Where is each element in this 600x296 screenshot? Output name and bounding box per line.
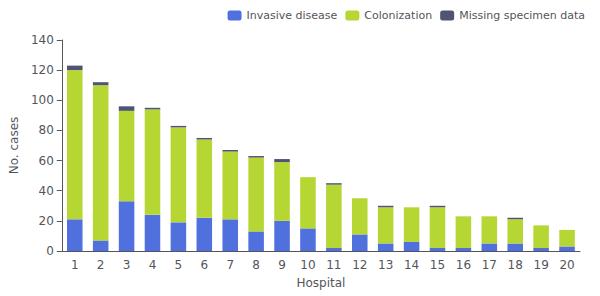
svg-text:9: 9 xyxy=(278,258,286,272)
svg-text:20: 20 xyxy=(39,214,54,228)
svg-text:15: 15 xyxy=(430,258,445,272)
svg-text:16: 16 xyxy=(456,258,471,272)
svg-text:0: 0 xyxy=(46,244,54,258)
svg-text:17: 17 xyxy=(482,258,497,272)
svg-text:11: 11 xyxy=(326,258,341,272)
svg-text:10: 10 xyxy=(300,258,315,272)
svg-text:140: 140 xyxy=(31,33,54,47)
svg-text:6: 6 xyxy=(200,258,208,272)
svg-text:Colonization: Colonization xyxy=(364,9,432,22)
svg-text:5: 5 xyxy=(175,258,183,272)
svg-text:120: 120 xyxy=(31,63,54,77)
svg-text:No. cases: No. cases xyxy=(7,117,21,175)
svg-text:8: 8 xyxy=(252,258,260,272)
svg-text:80: 80 xyxy=(39,123,54,137)
svg-text:100: 100 xyxy=(31,93,54,107)
svg-text:7: 7 xyxy=(226,258,234,272)
svg-text:3: 3 xyxy=(123,258,131,272)
svg-text:4: 4 xyxy=(149,258,157,272)
svg-text:19: 19 xyxy=(533,258,548,272)
svg-text:14: 14 xyxy=(404,258,419,272)
svg-text:20: 20 xyxy=(559,258,574,272)
svg-text:13: 13 xyxy=(378,258,393,272)
svg-text:Invasive disease: Invasive disease xyxy=(247,9,338,22)
svg-text:Hospital: Hospital xyxy=(296,276,345,290)
svg-text:40: 40 xyxy=(39,184,54,198)
svg-text:2: 2 xyxy=(97,258,105,272)
svg-text:1: 1 xyxy=(71,258,79,272)
svg-text:12: 12 xyxy=(352,258,367,272)
svg-text:18: 18 xyxy=(508,258,523,272)
svg-text:Missing specimen data: Missing specimen data xyxy=(459,9,585,22)
svg-text:60: 60 xyxy=(39,154,54,168)
